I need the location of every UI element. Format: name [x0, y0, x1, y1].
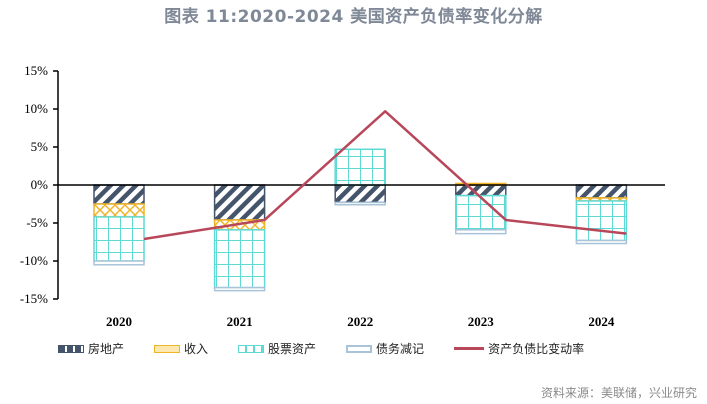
legend-item-debt: 债务减记	[346, 340, 424, 357]
bar-segment	[213, 286, 266, 292]
legend-label: 资产负债比变动率	[488, 342, 585, 356]
x-tick-label: 2023	[468, 314, 495, 329]
bar-segment	[93, 203, 145, 218]
y-tick-label: -15%	[20, 291, 48, 306]
grid-swatch-icon	[238, 344, 265, 353]
outline-swatch-icon	[346, 344, 373, 353]
y-tick-label: 0%	[31, 177, 49, 192]
x-tick-label: 2024	[588, 314, 615, 329]
bar-segment	[455, 184, 507, 197]
legend-item-ratio: 资产负债比变动率	[454, 340, 584, 357]
line-swatch-icon	[454, 347, 485, 350]
legend-label: 收入	[184, 342, 209, 356]
x-tick-label: 2020	[106, 314, 132, 329]
chart-title: 图表 11:2020-2024 美国资产负债率变化分解	[164, 7, 543, 27]
legend-label: 债务减记	[376, 342, 425, 356]
bar-segment	[334, 184, 386, 204]
bar-segment	[213, 184, 266, 221]
bar-segment	[213, 229, 266, 289]
bar-segment	[455, 229, 507, 235]
bar-segment	[93, 184, 145, 205]
y-tick-label: 10%	[24, 101, 48, 116]
bar-segment	[334, 201, 386, 206]
ratio-line	[143, 110, 627, 241]
legend-item-income: 收入	[154, 340, 208, 357]
x-axis-labels: 2020 2021 2022 2023 2024	[106, 314, 615, 329]
source-note: 资料来源：美联储，兴业研究	[540, 386, 697, 400]
bar-segment	[575, 239, 628, 245]
legend-item-real-estate: 房地产	[58, 340, 124, 357]
y-tick-label: -5%	[26, 215, 48, 230]
crosshatch-swatch-icon	[154, 344, 181, 353]
y-axis: 15% 10% 5% 0% -5% -10% -15%	[20, 63, 59, 306]
bar-segment	[93, 216, 145, 262]
bar-segment	[93, 260, 145, 266]
x-tick-label: 2021	[227, 314, 253, 329]
bar-series	[93, 148, 628, 292]
legend: 房地产 收入 股票资产 债务减记 资产负债比变动率	[58, 340, 614, 357]
y-tick-label: 15%	[24, 63, 48, 78]
legend-label: 股票资产	[268, 342, 317, 356]
hatched-swatch-icon	[58, 344, 84, 353]
bar-segment	[575, 200, 628, 242]
x-tick-label: 2022	[347, 314, 373, 329]
bar-segment	[334, 148, 386, 186]
y-tick-label: -10%	[20, 253, 48, 268]
legend-item-stocks: 股票资产	[238, 340, 316, 357]
legend-label: 房地产	[88, 342, 125, 356]
y-tick-label: 5%	[31, 139, 49, 154]
bar-segment	[575, 184, 628, 199]
